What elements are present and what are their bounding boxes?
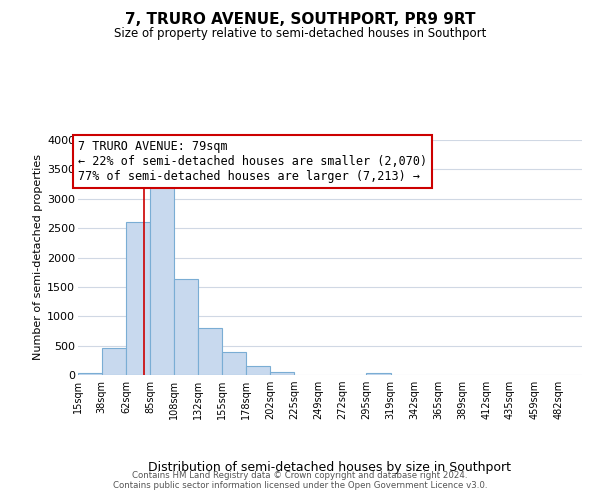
Text: Contains HM Land Registry data © Crown copyright and database right 2024.
Contai: Contains HM Land Registry data © Crown c…	[113, 470, 487, 490]
Bar	[173, 279, 199, 375]
Bar	[271, 372, 294, 375]
Bar	[245, 366, 271, 375]
Bar	[222, 352, 245, 375]
Bar	[199, 328, 222, 375]
Text: 7, TRURO AVENUE, SOUTHPORT, PR9 9RT: 7, TRURO AVENUE, SOUTHPORT, PR9 9RT	[125, 12, 475, 28]
Text: Size of property relative to semi-detached houses in Southport: Size of property relative to semi-detach…	[114, 28, 486, 40]
Bar	[127, 222, 150, 375]
Bar	[101, 348, 127, 375]
X-axis label: Distribution of semi-detached houses by size in Southport: Distribution of semi-detached houses by …	[149, 461, 511, 474]
Bar	[78, 373, 101, 375]
Bar	[366, 373, 391, 375]
Text: 7 TRURO AVENUE: 79sqm
← 22% of semi-detached houses are smaller (2,070)
77% of s: 7 TRURO AVENUE: 79sqm ← 22% of semi-deta…	[78, 140, 427, 183]
Y-axis label: Number of semi-detached properties: Number of semi-detached properties	[33, 154, 43, 360]
Bar	[150, 187, 173, 375]
